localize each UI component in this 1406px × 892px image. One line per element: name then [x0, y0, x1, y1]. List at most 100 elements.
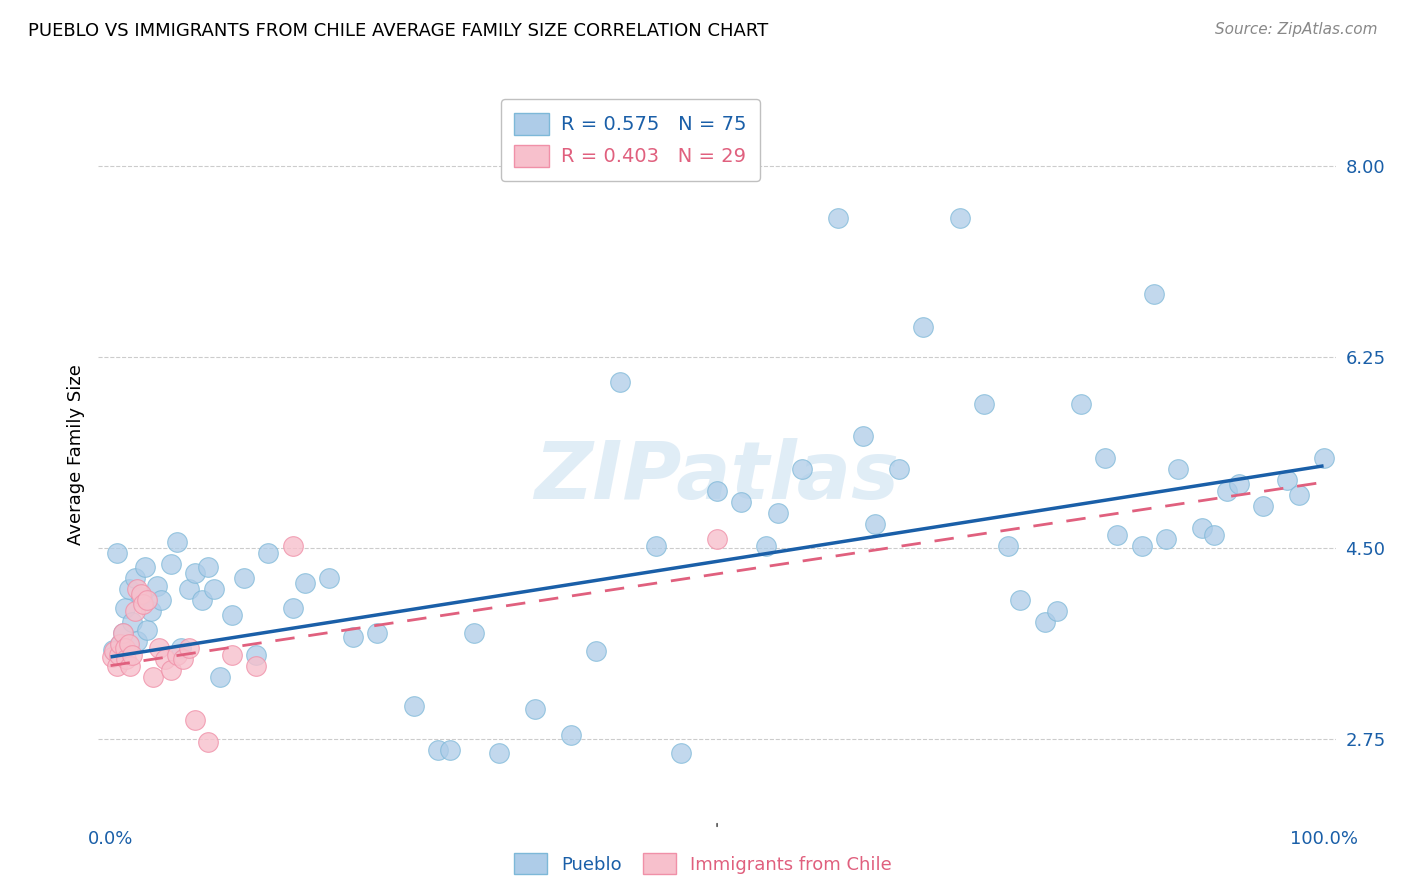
Point — [190, 593, 212, 607]
Point — [488, 746, 510, 760]
Text: PUEBLO VS IMMIGRANTS FROM CHILE AVERAGE FAMILY SIZE CORRELATION CHART: PUEBLO VS IMMIGRANTS FROM CHILE AVERAGE … — [28, 22, 768, 40]
Point — [208, 669, 231, 683]
Point — [852, 429, 875, 443]
Point — [148, 641, 170, 656]
Point — [1094, 451, 1116, 466]
Point — [103, 644, 125, 658]
Point — [115, 652, 138, 666]
Point — [166, 535, 188, 549]
Point — [342, 630, 364, 644]
Point — [245, 658, 267, 673]
Point — [197, 735, 219, 749]
Point — [997, 539, 1019, 553]
Point — [136, 623, 159, 637]
Point — [111, 625, 134, 640]
Point — [114, 600, 136, 615]
Point — [142, 669, 165, 683]
Point — [318, 571, 340, 585]
Point — [139, 604, 162, 618]
Point — [202, 582, 225, 597]
Point — [281, 600, 304, 615]
Point — [108, 648, 131, 662]
Text: Source: ZipAtlas.com: Source: ZipAtlas.com — [1215, 22, 1378, 37]
Point — [766, 506, 789, 520]
Point — [179, 582, 201, 597]
Point — [973, 396, 995, 410]
Point — [100, 649, 122, 664]
Point — [1167, 462, 1189, 476]
Point — [127, 633, 149, 648]
Point — [121, 648, 143, 662]
Point — [221, 648, 243, 662]
Point — [118, 637, 141, 651]
Point — [1215, 483, 1237, 498]
Point — [730, 495, 752, 509]
Point — [1154, 532, 1177, 546]
Point — [609, 375, 631, 389]
Legend: Pueblo, Immigrants from Chile: Pueblo, Immigrants from Chile — [505, 844, 901, 883]
Point — [755, 539, 778, 553]
Point — [790, 462, 813, 476]
Point — [669, 746, 692, 760]
Point — [105, 546, 128, 560]
Point — [124, 604, 146, 618]
Point — [1130, 539, 1153, 553]
Point — [221, 608, 243, 623]
Point — [645, 539, 668, 553]
Legend: R = 0.575   N = 75, R = 0.403   N = 29: R = 0.575 N = 75, R = 0.403 N = 29 — [501, 99, 761, 181]
Point — [150, 593, 173, 607]
Point — [132, 598, 155, 612]
Point — [863, 516, 886, 531]
Point — [1046, 604, 1069, 618]
Point — [110, 637, 132, 651]
Point — [134, 560, 156, 574]
Point — [145, 579, 167, 593]
Point — [294, 575, 316, 590]
Point — [160, 557, 183, 571]
Point — [160, 663, 183, 677]
Point — [121, 615, 143, 629]
Point — [1312, 451, 1334, 466]
Point — [172, 652, 194, 666]
Point — [179, 641, 201, 656]
Point — [257, 546, 280, 560]
Point — [524, 702, 547, 716]
Point — [827, 211, 849, 225]
Point — [118, 658, 141, 673]
Point — [136, 593, 159, 607]
Point — [127, 582, 149, 597]
Point — [1227, 477, 1250, 491]
Point — [949, 211, 972, 225]
Point — [114, 641, 136, 656]
Point — [129, 586, 152, 600]
Point — [1275, 473, 1298, 487]
Point — [463, 625, 485, 640]
Point — [124, 571, 146, 585]
Point — [111, 625, 134, 640]
Point — [1070, 396, 1092, 410]
Point — [281, 539, 304, 553]
Point — [585, 644, 607, 658]
Point — [402, 698, 425, 713]
Point — [197, 560, 219, 574]
Point — [706, 483, 728, 498]
Point — [1107, 527, 1129, 541]
Point — [427, 742, 450, 756]
Point — [560, 729, 582, 743]
Point — [1143, 287, 1166, 301]
Point — [184, 713, 207, 727]
Point — [110, 637, 132, 651]
Point — [1033, 615, 1056, 629]
Point — [170, 641, 193, 656]
Text: ZIPatlas: ZIPatlas — [534, 438, 900, 516]
Point — [1010, 593, 1032, 607]
Point — [118, 582, 141, 597]
Point — [912, 320, 935, 334]
Y-axis label: Average Family Size: Average Family Size — [66, 365, 84, 545]
Point — [1204, 527, 1226, 541]
Point — [153, 652, 176, 666]
Point — [706, 532, 728, 546]
Point — [105, 658, 128, 673]
Point — [129, 590, 152, 604]
Point — [1251, 500, 1274, 514]
